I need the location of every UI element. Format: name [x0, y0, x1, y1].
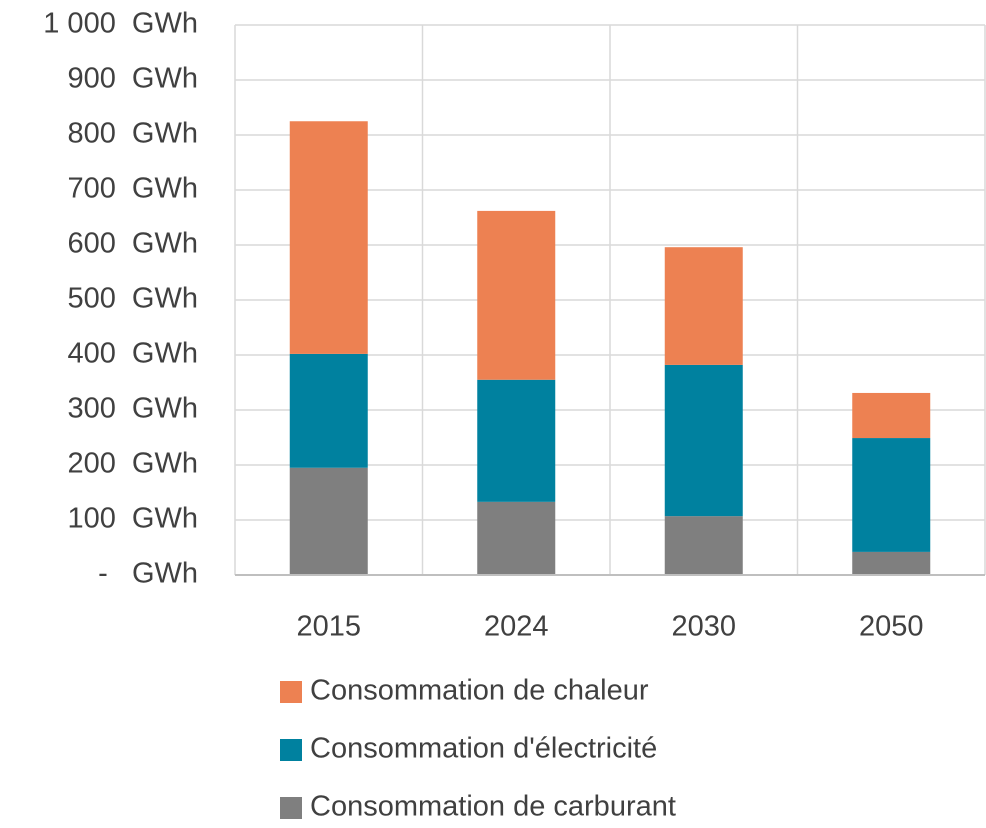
legend-label: Consommation de chaleur	[310, 675, 649, 707]
bar-segment	[289, 467, 368, 575]
bar-segment	[664, 516, 743, 575]
bar-segment	[289, 121, 368, 354]
bar-segment	[477, 501, 556, 575]
y-tick-label: - GWh	[98, 558, 198, 590]
bar-segment	[664, 364, 743, 517]
y-tick-label: 700 GWh	[67, 173, 198, 205]
bar-segment	[852, 392, 931, 439]
y-tick-label: 400 GWh	[67, 338, 198, 370]
legend-label: Consommation de carburant	[310, 791, 676, 823]
legend-swatch	[280, 797, 302, 819]
x-tick-label: 2030	[671, 611, 736, 643]
x-tick-label: 2015	[296, 611, 361, 643]
y-tick-label: 300 GWh	[67, 393, 198, 425]
bar-segment	[289, 353, 368, 468]
x-tick-label: 2024	[484, 611, 549, 643]
y-tick-label: 500 GWh	[67, 283, 198, 315]
y-tick-label: 800 GWh	[67, 118, 198, 150]
bar-segment	[664, 247, 743, 365]
y-tick-label: 200 GWh	[67, 448, 198, 480]
y-tick-label: 900 GWh	[67, 63, 198, 95]
bar-segment	[852, 438, 931, 552]
y-tick-label: 1 000 GWh	[43, 8, 198, 40]
legend-label: Consommation d'électricité	[310, 733, 657, 765]
bar-segment	[852, 551, 931, 575]
x-tick-label: 2050	[859, 611, 924, 643]
y-tick-label: 100 GWh	[67, 503, 198, 535]
y-tick-label: 600 GWh	[67, 228, 198, 260]
legend-swatch	[280, 739, 302, 761]
bar-segment	[477, 210, 556, 380]
bar-segment	[477, 379, 556, 502]
legend-swatch	[280, 681, 302, 703]
